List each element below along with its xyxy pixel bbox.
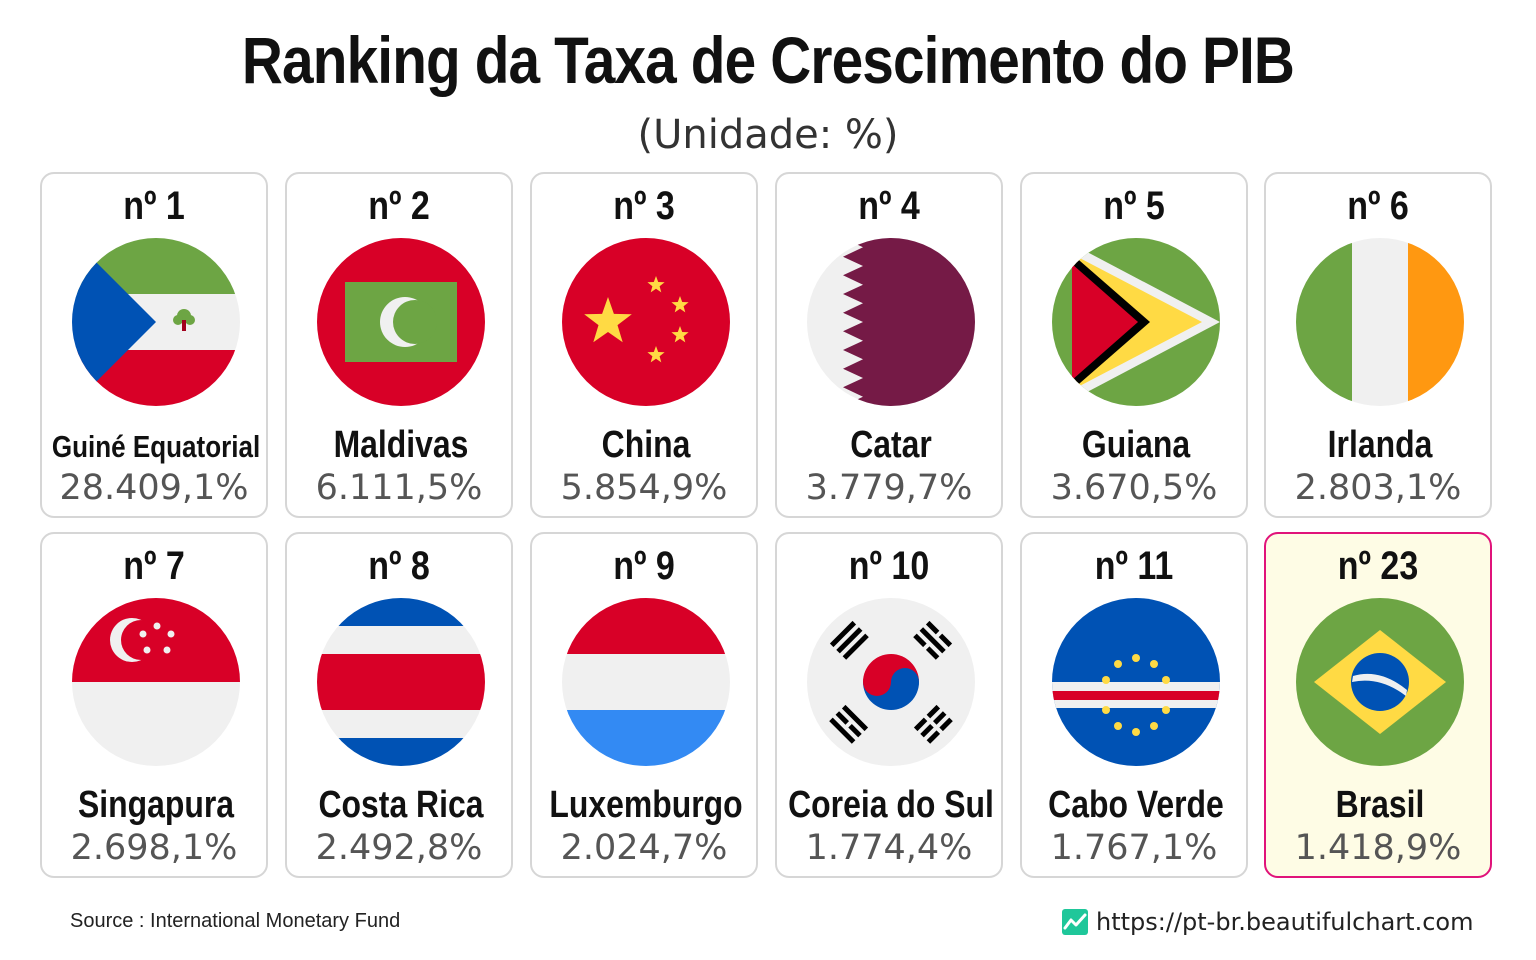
country-name: Brasil (1335, 784, 1425, 826)
brazil-flag-icon (1296, 598, 1464, 766)
growth-value: 2.024,7% (560, 828, 728, 868)
growth-value: 3.779,7% (805, 468, 973, 508)
ranking-card: nº 4 Catar 3.779,7% (775, 172, 1003, 518)
growth-value: 28.409,1% (59, 468, 249, 508)
rank-label: nº 5 (1103, 184, 1165, 228)
rank-label: nº 1 (123, 184, 185, 228)
country-name: Luxemburgo (549, 784, 743, 826)
growth-value: 2.492,8% (315, 828, 483, 868)
ranking-card: nº 10 (775, 532, 1003, 878)
chart-title: Ranking da Taxa de Crescimento do PIB (241, 23, 1295, 97)
rank-label: nº 3 (613, 184, 675, 228)
ranking-card: nº 5 Guiana 3.670,5% (1020, 172, 1248, 518)
growth-value: 1.418,9% (1294, 828, 1462, 868)
rank-label: nº 10 (848, 544, 930, 588)
growth-value: 2.698,1% (70, 828, 238, 868)
rank-label: nº 9 (613, 544, 675, 588)
ranking-card: nº 3 China 5.854,9% (530, 172, 758, 518)
ranking-card: nº 1 Guiné Equatorial 28.409,1% (40, 172, 268, 518)
cape-verde-flag-icon (1052, 598, 1220, 766)
country-name: Catar (850, 424, 932, 466)
rank-label: nº 2 (368, 184, 430, 228)
rank-label: nº 6 (1347, 184, 1409, 228)
growth-value: 5.854,9% (560, 468, 728, 508)
south-korea-flag-icon (807, 598, 975, 766)
website-credit[interactable]: https://pt-br.beautifulchart.com (1062, 906, 1473, 938)
rank-label: nº 11 (1094, 544, 1174, 588)
country-name: Singapura (77, 784, 235, 826)
singapore-flag-icon (72, 598, 240, 766)
growth-value: 6.111,5% (315, 468, 483, 508)
ranking-card: nº 6 Irlanda 2.803,1% (1264, 172, 1492, 518)
qatar-flag-icon (807, 238, 975, 406)
maldives-flag-icon (317, 238, 485, 406)
country-name: Irlanda (1327, 424, 1433, 466)
chart-logo-icon (1062, 909, 1088, 935)
country-name: Coreia do Sul (788, 784, 994, 826)
ranking-card: nº 11 (1020, 532, 1248, 878)
ranking-card: nº 8 Costa Rica 2.492,8% (285, 532, 513, 878)
growth-value: 3.670,5% (1050, 468, 1218, 508)
ireland-flag-icon (1296, 238, 1464, 406)
country-name: Costa Rica (318, 784, 484, 826)
growth-value: 1.767,1% (1050, 828, 1218, 868)
ranking-grid: nº 1 Guiné Equatorial 28.409,1% nº 2 (40, 172, 1492, 878)
country-name: China (601, 424, 691, 466)
ranking-card-highlighted: nº 23 Brasil 1.418,9% (1264, 532, 1492, 878)
source-note: Source : International Monetary Fund (70, 910, 401, 932)
rank-label: nº 7 (123, 544, 185, 588)
ranking-card: nº 9 Luxemburgo 2.024,7% (530, 532, 758, 878)
country-name: Cabo Verde (1048, 784, 1224, 826)
china-flag-icon (562, 238, 730, 406)
growth-value: 1.774,4% (805, 828, 973, 868)
country-name: Maldivas (333, 424, 469, 466)
website-link[interactable]: https://pt-br.beautifulchart.com (1096, 908, 1474, 936)
country-name: Guiné Equatorial (51, 429, 261, 464)
rank-label: nº 23 (1337, 544, 1419, 588)
ranking-card: nº 7 Singapura (40, 532, 268, 878)
chart-subtitle: (Unidade: %) (637, 112, 899, 158)
rank-label: nº 8 (368, 544, 430, 588)
costa-rica-flag-icon (317, 598, 485, 766)
luxembourg-flag-icon (562, 598, 730, 766)
equatorial-guinea-flag-icon (72, 238, 240, 406)
rank-label: nº 4 (858, 184, 920, 228)
ranking-card: nº 2 Maldivas 6.111,5% (285, 172, 513, 518)
guyana-flag-icon (1052, 238, 1220, 406)
country-name: Guiana (1081, 424, 1191, 466)
growth-value: 2.803,1% (1294, 468, 1462, 508)
